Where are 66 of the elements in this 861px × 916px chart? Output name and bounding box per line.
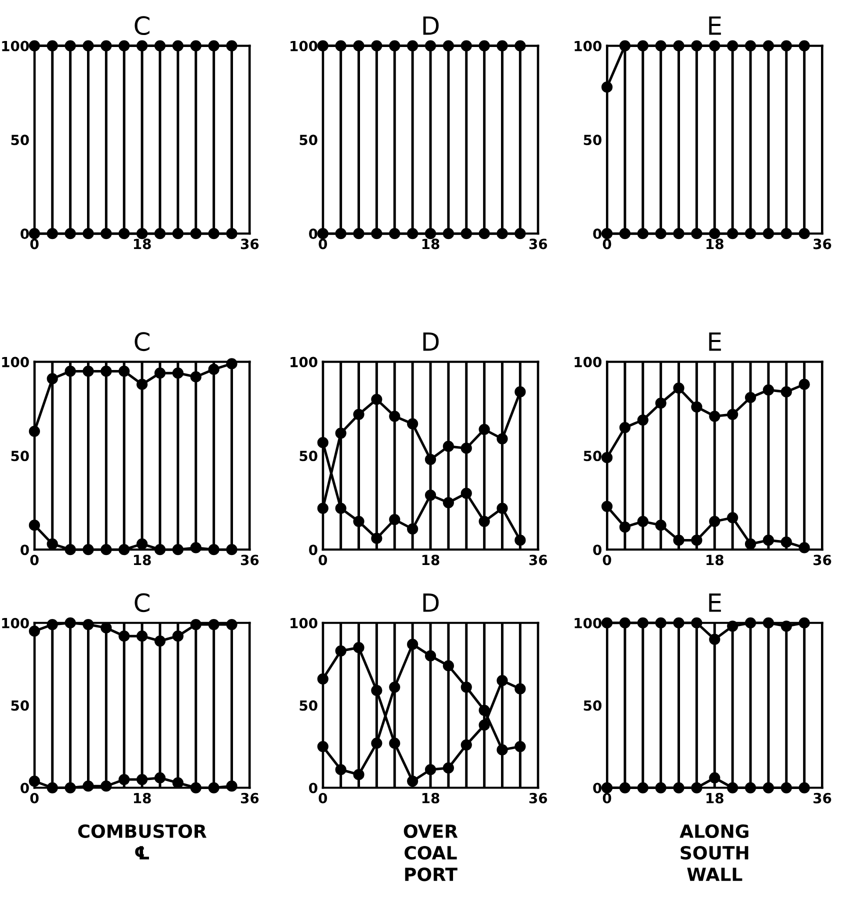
y-tick-label: 100 [290,40,318,52]
x-tick-label: 0 [602,554,612,566]
x-tick-label: 36 [529,238,548,250]
chart-title: C [134,16,150,36]
x-tick-label: 0 [318,554,328,566]
y-tick-label: 50 [11,134,29,146]
y-tick-label: 0 [20,782,29,794]
y-tick-label: 100 [2,356,29,368]
x-tick-label: 36 [814,792,832,804]
chart-title: D [423,594,439,612]
y-tick-label: 100 [2,618,29,628]
chart-title: D [423,16,439,35]
chart-title: D [423,332,439,351]
chart-title: C [134,332,150,352]
y-tick-label: 0 [593,544,602,556]
y-tick-label: 0 [309,782,318,794]
y-tick-label: 100 [574,356,602,368]
x-tick-label: 18 [422,238,440,250]
x-tick-label: 36 [814,238,832,250]
y-tick-label: 100 [574,618,602,628]
x-tick-label: 18 [706,792,724,804]
x-tick-label: 18 [134,554,151,566]
x-tick-label: 0 [30,792,39,804]
x-tick-label: 18 [706,238,724,250]
y-tick-label: 50 [300,450,318,462]
y-tick-label: 100 [290,618,318,628]
x-tick-label: 0 [318,792,328,804]
x-tick-label: 0 [30,238,39,250]
x-tick-label: 36 [240,554,259,566]
y-tick-label: 0 [593,782,602,794]
x-tick-label: 18 [134,238,151,250]
y-tick-label: 0 [309,228,318,240]
text: COMBUSTOR ℄ [78,824,206,860]
x-tick-label: 0 [318,238,328,250]
x-tick-label: 36 [529,792,548,804]
y-tick-label: 50 [584,450,602,462]
text: ALONG SOUTH WALL [680,824,748,881]
x-tick-label: 0 [602,792,612,804]
y-tick-label: 100 [290,356,318,368]
text: OVER COAL PORT [404,824,458,882]
y-tick-label: 50 [300,134,318,146]
y-tick-label: 0 [20,228,29,240]
chart-title: E [709,594,721,612]
x-tick-label: 0 [602,238,612,250]
x-tick-label: 36 [240,792,259,804]
x-tick-label: 18 [706,554,724,566]
y-tick-label: 100 [574,40,602,52]
y-tick-label: 0 [309,544,318,556]
chart-title: E [709,16,721,35]
y-tick-label: 0 [593,228,602,240]
y-tick-label: 50 [584,700,602,711]
x-tick-label: 36 [814,554,832,566]
x-tick-label: 18 [422,554,440,566]
y-tick-label: 0 [20,544,29,556]
y-tick-label: 50 [11,450,29,462]
x-tick-label: 0 [30,554,39,566]
y-tick-label: 50 [300,700,318,711]
x-tick-label: 36 [240,238,259,250]
y-tick-label: 50 [584,134,602,146]
y-tick-label: 100 [2,40,29,52]
y-tick-label: 50 [11,700,29,711]
chart-title: C [134,593,150,612]
x-tick-label: 18 [422,792,440,804]
x-tick-label: 36 [529,554,548,566]
chart-title: E [709,332,721,351]
x-tick-label: 18 [134,792,151,804]
